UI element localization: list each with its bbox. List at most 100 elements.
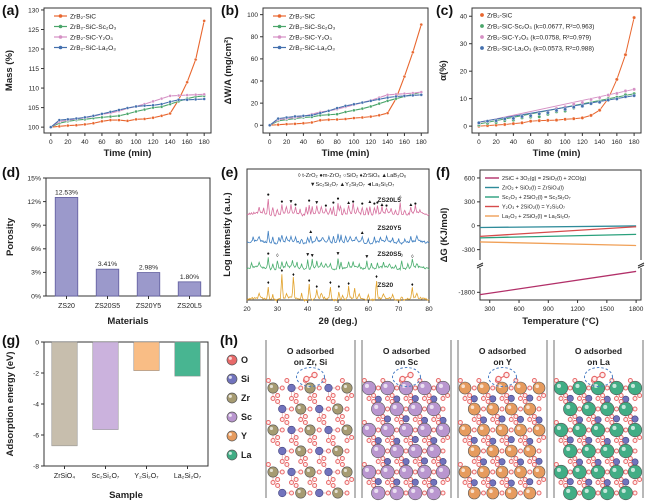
svg-text:180: 180 [629,139,640,146]
svg-text:ZS20L5: ZS20L5 [177,303,202,310]
svg-text:◊ t-ZrO₂ ●m-ZrO₂ ○SiO₂ ♦ZrS: ◊ t-ZrO₂ ●m-ZrO₂ ○SiO₂ ♦ZrSiO₄ ▲LaB₃O₆ [298,173,406,179]
svg-text:♦: ♦ [375,274,378,280]
svg-text:on Zr, Si: on Zr, Si [294,357,328,367]
svg-text:ZS20Y5: ZS20Y5 [136,303,161,310]
svg-text:ZS20: ZS20 [377,282,393,289]
svg-text:ZrB₂-SiC: ZrB₂-SiC [70,13,96,20]
svg-text:●: ● [308,198,311,204]
svg-text:▲: ▲ [346,200,351,206]
svg-text:12.53%: 12.53% [55,189,78,196]
svg-text:Si: Si [241,374,250,384]
svg-text:1.80%: 1.80% [180,274,199,281]
svg-text:80: 80 [544,139,552,146]
svg-text:125: 125 [28,27,39,34]
svg-text:130: 130 [28,7,39,14]
svg-text:120: 120 [28,46,39,53]
svg-text:●: ● [332,200,335,206]
svg-text:140: 140 [165,139,176,146]
svg-text:ZS20Y5: ZS20Y5 [377,225,401,232]
svg-text:-2: -2 [33,370,39,377]
svg-text:▼Sc₂Si₂O₇ ▲Y₂Si₂O₇ ◄La₂Si₂O₇: ▼Sc₂Si₂O₇ ▲Y₂Si₂O₇ ◄La₂Si₂O₇ [310,182,394,188]
svg-text:0: 0 [35,339,39,346]
svg-text:●: ● [280,199,283,205]
svg-text:80: 80 [333,139,341,146]
svg-text:Materials: Materials [107,316,148,327]
svg-text:O adsorbed: O adsorbed [479,346,526,356]
svg-text:1200: 1200 [570,306,585,313]
svg-text:600: 600 [464,175,475,182]
svg-text:110: 110 [29,85,40,92]
svg-text:115: 115 [29,66,40,73]
svg-text:0: 0 [49,139,53,146]
svg-text:80: 80 [115,139,123,146]
svg-text:O adsorbed: O adsorbed [575,346,622,356]
svg-text:80: 80 [251,34,259,41]
svg-text:100: 100 [560,139,571,146]
svg-text:Sample: Sample [109,490,143,501]
svg-text:▼: ▼ [305,252,310,258]
svg-text:60: 60 [527,139,535,146]
svg-text:0: 0 [268,139,272,146]
svg-text:0%: 0% [31,293,41,300]
svg-text:160: 160 [611,139,622,146]
svg-text:♦: ♦ [411,282,414,288]
svg-text:●: ● [267,192,270,198]
svg-text:60: 60 [98,139,106,146]
svg-text:30: 30 [460,41,468,48]
svg-text:▼: ▼ [310,253,315,259]
svg-text:100: 100 [131,139,142,146]
svg-text:▲: ▲ [360,230,365,236]
svg-text:20: 20 [64,139,72,146]
svg-text:◊: ◊ [411,254,414,260]
svg-text:20: 20 [493,139,501,146]
svg-text:100: 100 [247,12,258,19]
svg-text:ZrB₂-SiC-Y₂O₃: ZrB₂-SiC-Y₂O₃ [289,34,332,41]
svg-text:▲: ▲ [408,202,413,208]
svg-text:0: 0 [463,123,467,130]
svg-text:40: 40 [510,139,518,146]
svg-text:-300: -300 [462,247,475,254]
svg-text:120: 120 [577,139,588,146]
svg-text:on La: on La [587,357,610,367]
svg-text:60: 60 [365,306,373,313]
svg-text:3%: 3% [31,270,41,277]
svg-text:ZrB₂-SiC-Sc₂O₃: ZrB₂-SiC-Sc₂O₃ [70,24,117,31]
panel-e: (e) 20 30 40 50 60 70 80 2θ (deg.) Log intensity… [221,164,435,328]
panel-a: (a) 0 20 40 60 80 100 120 140 160 180 100 105 110 115… [2,2,218,160]
svg-text:●: ● [376,200,379,206]
svg-text:▼: ▼ [336,251,341,257]
svg-text:6%: 6% [31,246,41,253]
svg-text:●: ● [336,196,339,202]
svg-text:O: O [241,355,248,365]
svg-text:160: 160 [399,139,410,146]
svg-text:140: 140 [382,139,393,146]
panel-c-tag: (c) [436,2,454,18]
svg-text:●: ● [373,201,376,207]
svg-text:ZrSiO₄: ZrSiO₄ [54,473,75,480]
svg-text:▼: ▼ [289,199,294,205]
svg-text:Time (min): Time (min) [533,148,581,159]
svg-text:ZS20S5: ZS20S5 [377,251,401,258]
svg-text:●: ● [324,203,327,209]
svg-text:-1800: -1800 [458,290,475,297]
svg-text:20: 20 [283,139,291,146]
svg-text:♦: ♦ [292,272,295,278]
svg-text:Sc: Sc [241,412,252,422]
svg-text:ZS20S5: ZS20S5 [95,303,120,310]
svg-text:900: 900 [543,306,554,313]
svg-text:Temperature (°C): Temperature (°C) [522,316,598,327]
svg-text:0: 0 [477,139,481,146]
svg-text:Adsorption energy (eV): Adsorption energy (eV) [5,351,16,456]
svg-text:O adsorbed: O adsorbed [383,346,430,356]
svg-text:2SiC + 3O₂(g) = 2SiO₂(l) + 2CO: 2SiC + 3O₂(g) = 2SiO₂(l) + 2CO(g) [502,176,586,182]
panel-e-tag: (e) [221,164,239,180]
svg-text:◊: ◊ [276,253,279,259]
svg-text:Sc₂Si₂O₇: Sc₂Si₂O₇ [92,473,120,480]
svg-text:▲: ▲ [380,202,385,208]
svg-text:50: 50 [334,306,342,313]
svg-text:120: 120 [365,139,376,146]
svg-text:♦: ♦ [267,280,270,286]
svg-text:15%: 15% [27,175,41,182]
svg-text:ZrB₂-SiC: ZrB₂-SiC [289,13,315,20]
